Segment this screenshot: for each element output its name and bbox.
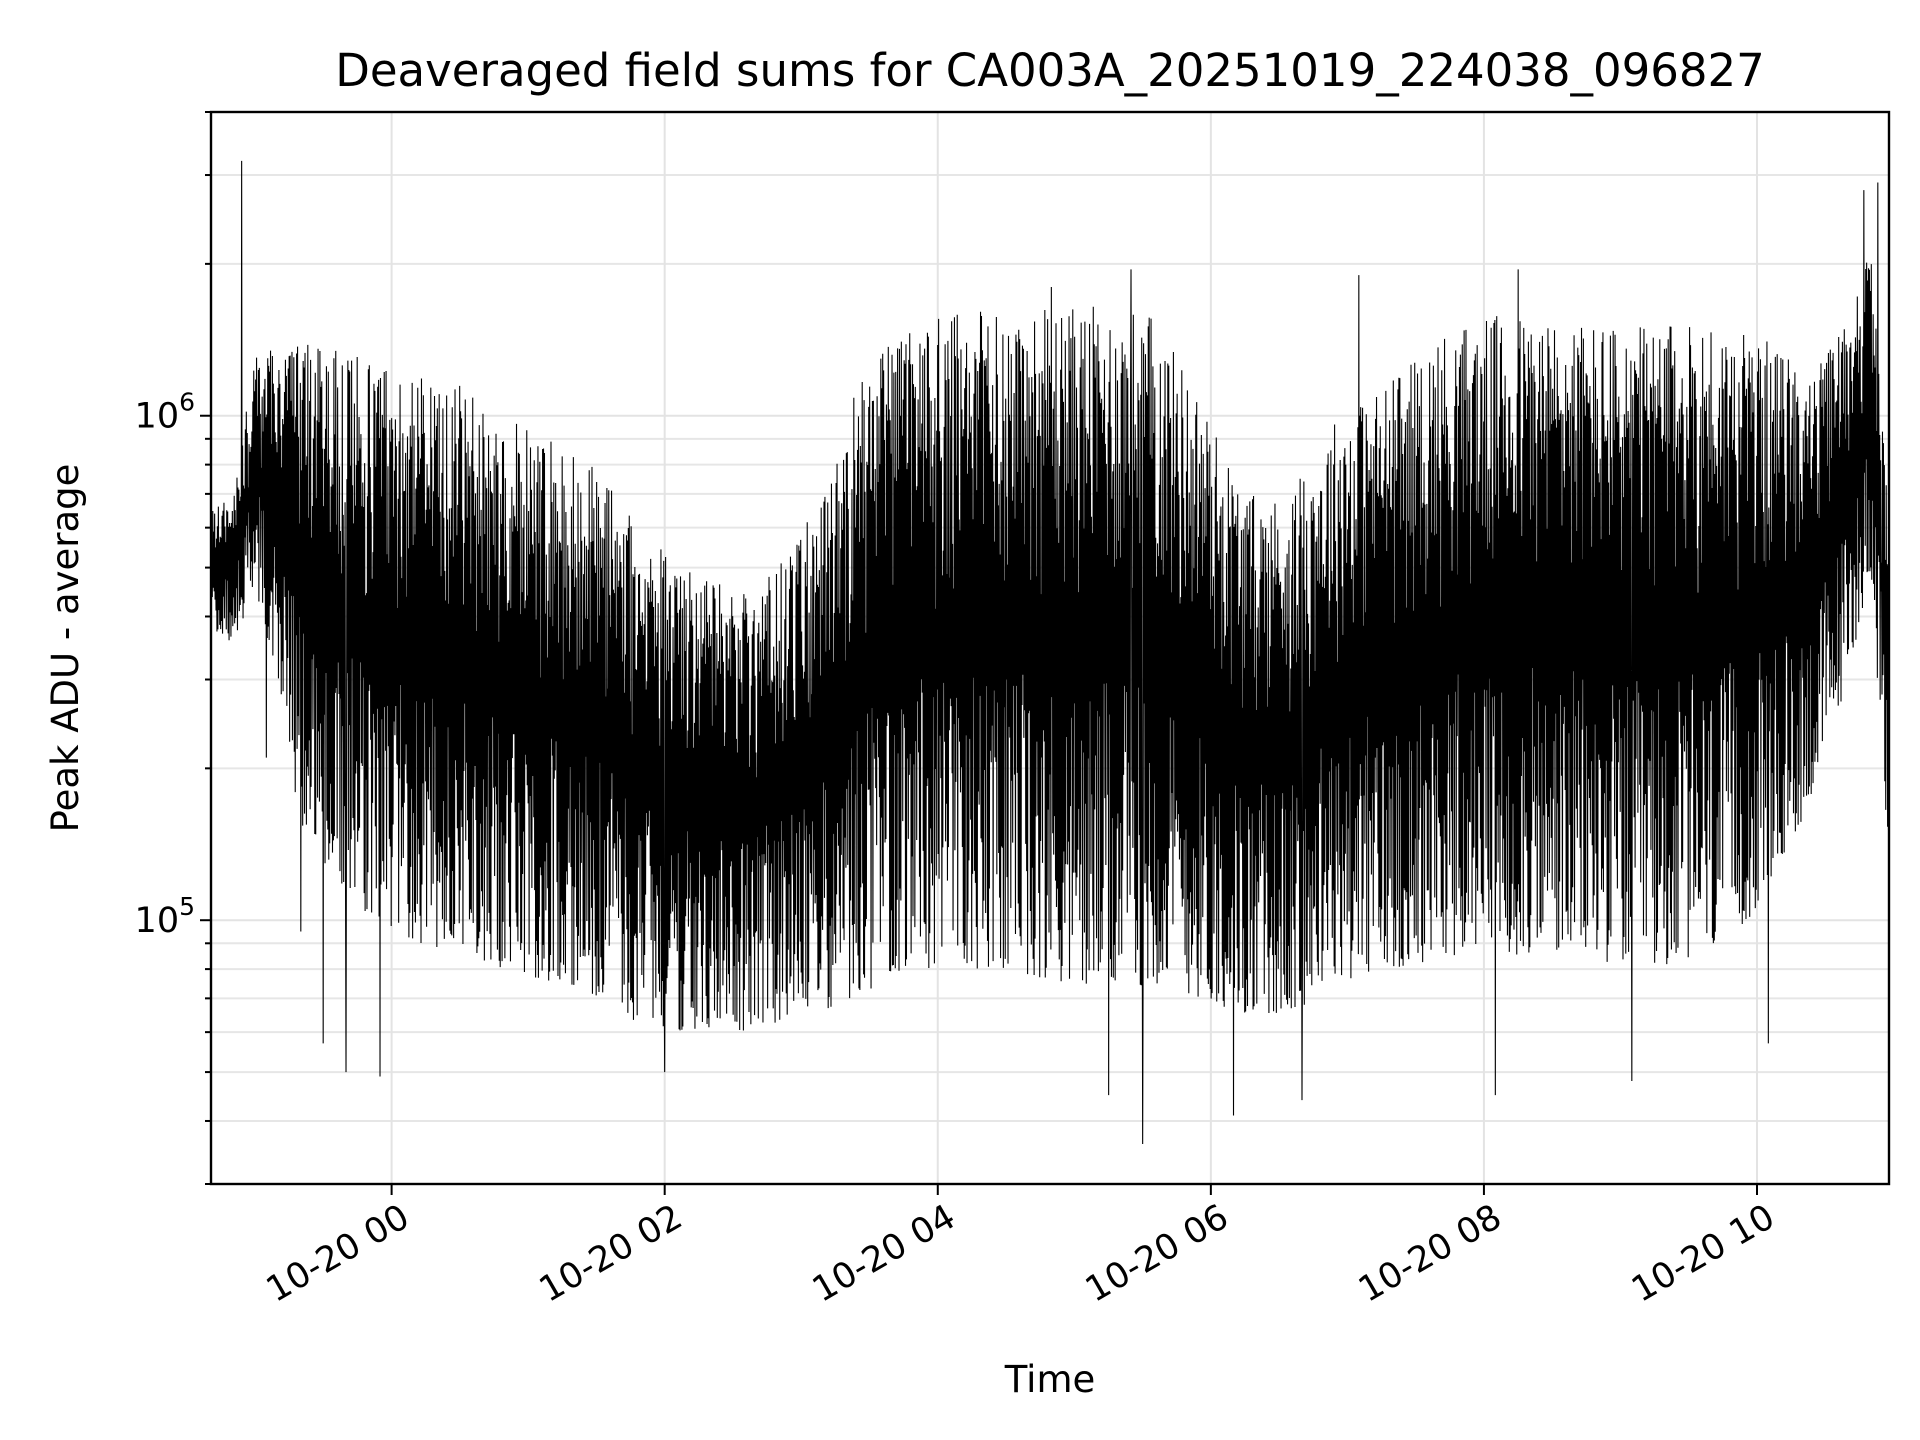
y-tick-label: 106 — [135, 388, 195, 437]
y-axis-label: Peak ADU - average — [44, 464, 87, 833]
y-tick-label: 105 — [135, 892, 195, 941]
x-axis-label: Time — [1004, 1358, 1096, 1401]
chart-title: Deaveraged field sums for CA003A_2025101… — [335, 44, 1765, 97]
series-layer — [211, 160, 1890, 1145]
plot-frame — [209, 110, 1891, 1186]
series-line — [211, 160, 1890, 1145]
